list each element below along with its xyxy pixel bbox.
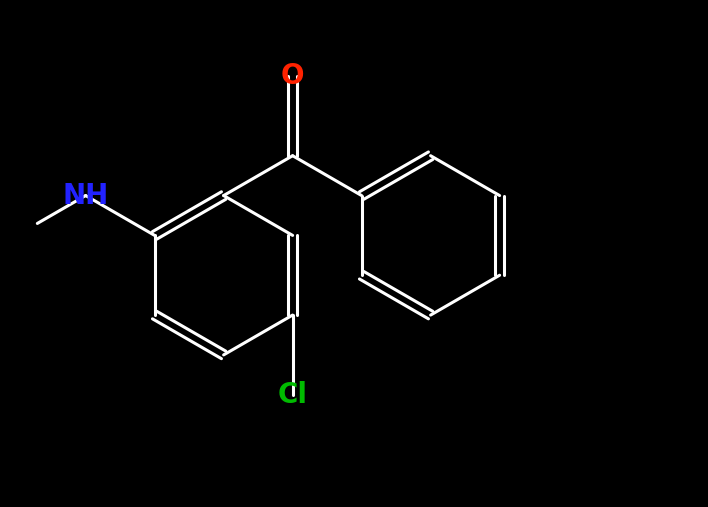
Text: Cl: Cl [278,381,308,409]
Text: NH: NH [62,182,109,209]
Text: O: O [281,62,304,90]
